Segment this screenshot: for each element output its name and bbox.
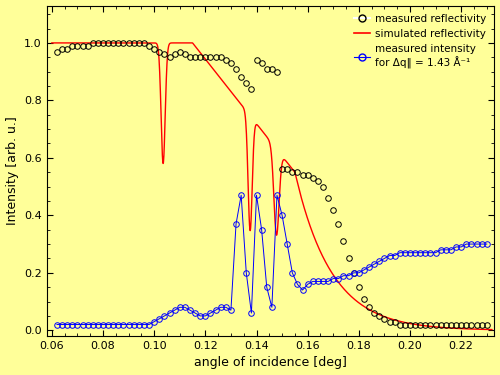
X-axis label: angle of incidence [deg]: angle of incidence [deg]	[194, 357, 347, 369]
Y-axis label: Intensity [arb. u.]: Intensity [arb. u.]	[6, 116, 18, 225]
Legend: measured reflectivity, simulated reflectivity, measured intensity
for Δq‖ = 1.43: measured reflectivity, simulated reflect…	[351, 11, 489, 72]
